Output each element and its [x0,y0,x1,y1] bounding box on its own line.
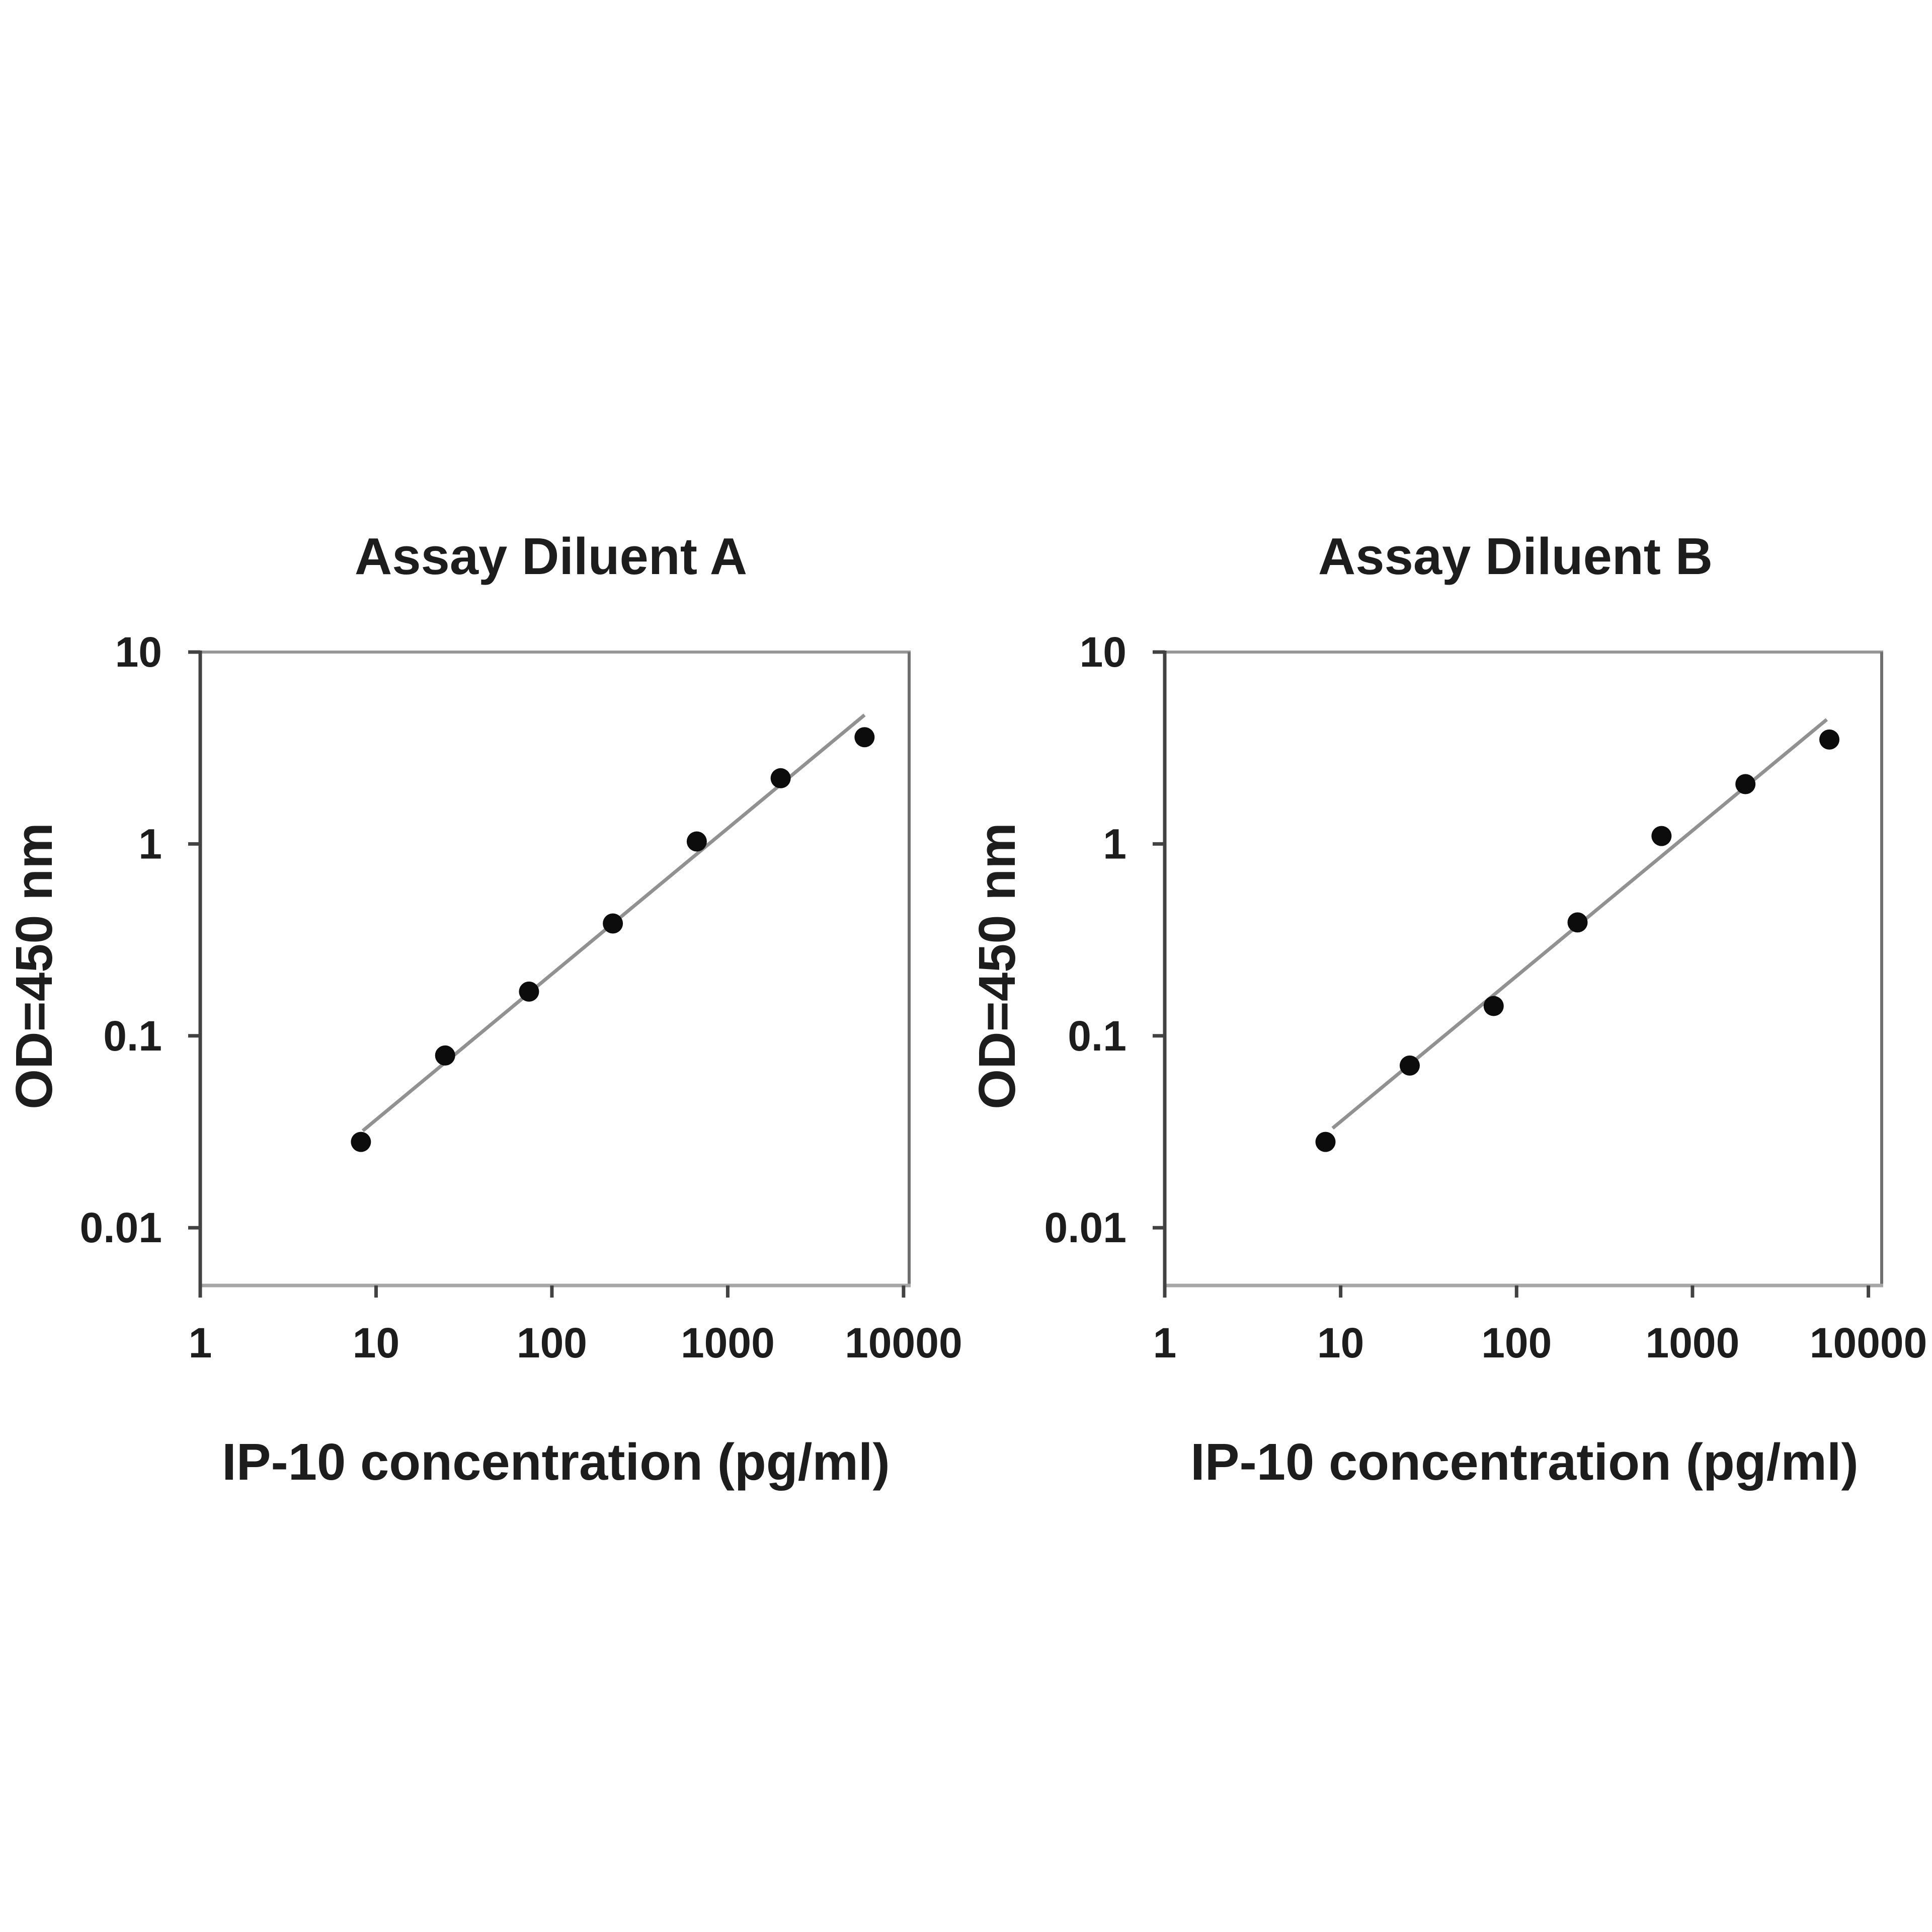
y-tick-label: 0.1 [1068,1012,1126,1060]
x-tick-label: 10 [353,1319,399,1366]
data-point [1399,1055,1420,1076]
chart-a-title: Assay Diluent A [354,527,748,585]
data-point [1567,912,1588,933]
data-point [435,1045,455,1066]
x-tick-label: 10000 [845,1319,962,1366]
x-tick-label: 10 [1317,1319,1364,1366]
y-tick-label: 10 [115,628,162,676]
chart-b-xaxis-label: IP-10 concentration (pg/ml) [1190,1433,1859,1491]
y-tick-label: 0.01 [1044,1204,1127,1251]
data-point [686,831,707,852]
data-point [603,913,623,934]
data-point [1483,996,1504,1016]
data-point [1819,729,1840,750]
x-tick-label: 1 [189,1319,212,1366]
x-tick-label: 1000 [681,1319,775,1366]
x-tick-label: 100 [1481,1319,1552,1366]
data-point [1651,826,1672,846]
y-tick-label: 0.01 [80,1204,163,1251]
chart-b-title: Assay Diluent B [1318,527,1713,585]
x-tick-label: 10000 [1810,1319,1927,1366]
chart-b-yaxis-label: OD=450 nm [968,823,1026,1109]
x-tick-label: 100 [517,1319,587,1366]
chart-a-yaxis-label: OD=450 nm [5,823,63,1109]
data-point [1735,774,1756,794]
plot-1: 1 10 100 1000 10000 10 1 0.1 0.01 [1044,628,1927,1366]
data-point [770,768,791,788]
y-tick-label: 1 [1103,820,1126,867]
data-point [1315,1132,1336,1152]
chart-a-xaxis-label: IP-10 concentration (pg/ml) [222,1433,890,1491]
data-point [351,1132,371,1152]
data-point [519,981,539,1002]
y-tick-label: 1 [138,820,162,867]
x-tick-label: 1 [1153,1319,1177,1366]
x-tick-label: 1000 [1646,1319,1740,1366]
plot-0: 1 10 100 1000 10000 10 1 0.1 0.01 [80,628,962,1366]
y-tick-label: 10 [1080,628,1126,676]
data-point [854,727,875,748]
y-tick-label: 0.1 [103,1012,162,1060]
